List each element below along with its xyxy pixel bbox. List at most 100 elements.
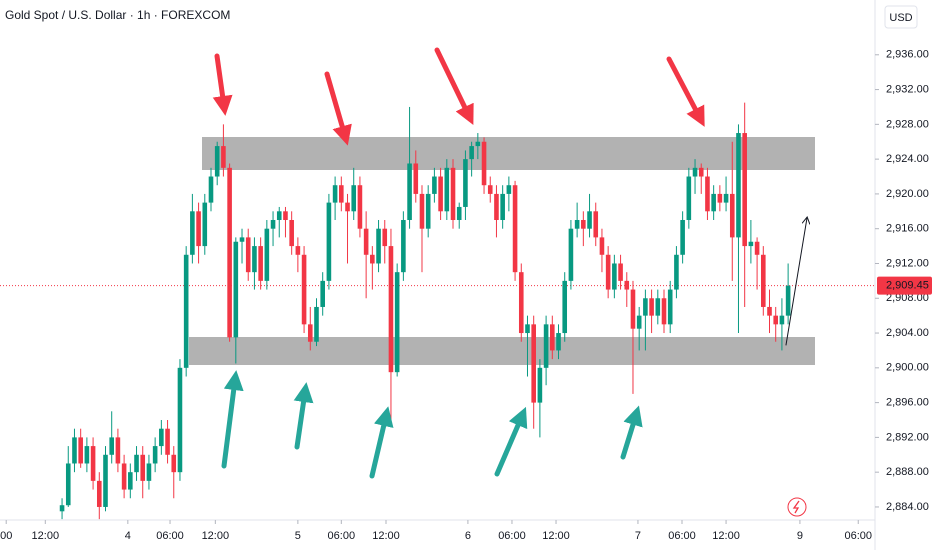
candle-body	[84, 446, 90, 464]
candle-body	[531, 324, 536, 403]
candle-body	[134, 454, 139, 473]
candle-body	[599, 237, 605, 255]
green-arrow	[221, 370, 244, 469]
candle-body	[543, 324, 549, 368]
candle-body	[401, 220, 406, 273]
candle-body	[605, 254, 611, 290]
candle-body	[518, 272, 524, 334]
candle-body	[382, 228, 388, 247]
candle-body	[72, 437, 77, 464]
candle-body	[103, 454, 108, 507]
candle-body	[550, 324, 555, 351]
candle-body	[512, 185, 518, 273]
candle-body	[556, 333, 561, 351]
x-tick-label: 12:00	[372, 530, 400, 542]
candle-body	[152, 446, 158, 464]
candle-body	[388, 246, 394, 373]
candle-body	[506, 185, 512, 194]
candle-body	[463, 159, 468, 207]
candle-body	[494, 193, 499, 220]
candle-body	[407, 163, 412, 220]
y-tick-label: 2,884.00	[886, 501, 929, 513]
x-tick-label: 12:00	[712, 530, 740, 542]
y-tick-label: 2,908.00	[886, 292, 929, 304]
replay-icon[interactable]	[787, 497, 807, 517]
red-arrow	[434, 47, 474, 125]
candle-body	[779, 315, 785, 325]
candle-body	[233, 241, 239, 338]
candle-body	[736, 133, 741, 238]
candle-body	[723, 193, 729, 203]
x-tick-label: 06:00	[498, 530, 526, 542]
resistance-zone	[202, 137, 815, 170]
x-tick-label: 4	[125, 530, 131, 542]
candle-body	[661, 298, 667, 325]
green-arrow	[369, 406, 394, 479]
y-tick-label: 2,904.00	[886, 327, 929, 339]
y-tick-label: 2,912.00	[886, 257, 929, 269]
candle-body	[363, 228, 369, 255]
candle-body	[574, 220, 580, 229]
candle-body	[630, 289, 636, 329]
candle-body	[748, 241, 754, 247]
green-arrow	[293, 382, 314, 450]
green-arrow	[494, 406, 528, 477]
candle-body	[78, 437, 83, 464]
candle-body	[165, 428, 170, 455]
candle-body	[177, 367, 183, 473]
candle-body	[500, 193, 505, 220]
y-tick-label: 2,932.00	[886, 83, 929, 95]
candle-body	[239, 237, 245, 242]
green-arrow	[620, 405, 643, 460]
candle-body	[332, 185, 338, 203]
candle-body	[649, 298, 654, 316]
candle-body	[717, 193, 723, 203]
candle-body	[264, 228, 270, 281]
candle-body	[90, 446, 96, 481]
x-tick-label: 12:00	[542, 530, 570, 542]
candle-body	[394, 272, 400, 373]
candle-body	[425, 193, 431, 229]
candle-body	[568, 228, 574, 281]
chart-title: Gold Spot / U.S. Dollar · 1h · FOREXCOM	[5, 8, 230, 22]
candle-body	[307, 324, 313, 342]
x-tick-label: 06:00	[844, 530, 872, 542]
candle-body	[742, 133, 747, 247]
icon-circle[interactable]	[787, 497, 807, 517]
x-tick-label: 06:00	[328, 530, 356, 542]
candle-body	[593, 211, 599, 238]
candle-body	[587, 211, 592, 229]
candle-body	[320, 280, 325, 307]
candle-body	[612, 263, 617, 290]
candle-body	[705, 176, 710, 212]
y-tick-label: 2,892.00	[886, 431, 929, 443]
candle-body	[432, 176, 437, 194]
candle-body	[314, 306, 319, 342]
y-tick-label: 2,900.00	[886, 362, 929, 374]
candles	[59, 102, 791, 520]
candle-body	[252, 246, 257, 273]
candle-body	[270, 220, 276, 229]
candle-body	[438, 176, 443, 212]
candle-body	[711, 193, 716, 212]
candle-body	[65, 463, 71, 506]
candle-body	[276, 211, 282, 220]
candle-body	[196, 211, 201, 247]
last-price-label: 2,909.45	[886, 280, 929, 292]
candle-body	[245, 237, 251, 273]
candle-body	[370, 254, 375, 264]
candle-body	[674, 254, 679, 290]
candle-body	[785, 285, 791, 316]
candle-body	[624, 280, 630, 290]
candle-body	[636, 315, 642, 329]
candle-body	[339, 185, 344, 203]
y-tick-label: 2,920.00	[886, 188, 929, 200]
annotation-arrows	[212, 47, 807, 479]
candle-body	[444, 167, 450, 212]
currency-box[interactable]	[884, 5, 918, 29]
candle-body	[419, 193, 425, 229]
candle-body	[121, 463, 127, 490]
projection-arrow	[785, 218, 807, 346]
candle-body	[643, 298, 648, 316]
candle-body	[729, 193, 735, 238]
